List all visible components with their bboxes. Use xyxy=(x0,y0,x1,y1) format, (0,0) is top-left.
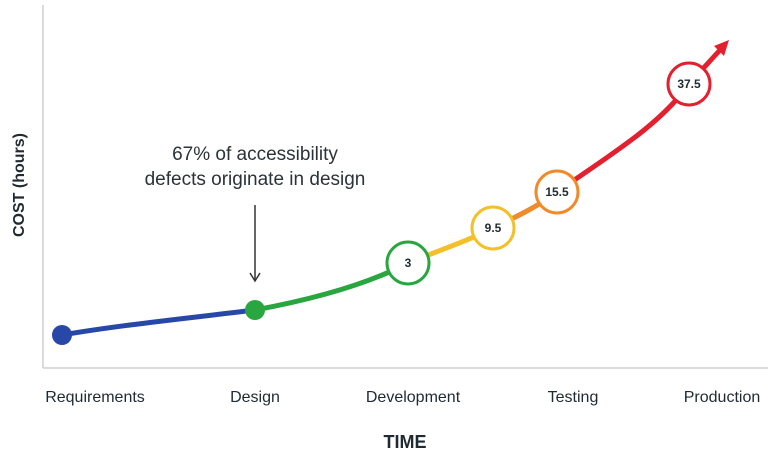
node-label: 15.5 xyxy=(545,185,569,199)
node-circle xyxy=(666,61,712,107)
x-axis-label: TIME xyxy=(384,432,427,451)
y-axis-label: COST (hours) xyxy=(11,133,28,237)
annotation: 67% of accessibility xyxy=(172,144,338,165)
annotation-arrowhead xyxy=(249,272,261,283)
start-dot xyxy=(52,325,72,345)
curve-segment xyxy=(252,260,411,313)
node-circle xyxy=(534,169,580,215)
stage-label: Production xyxy=(684,389,761,406)
node-label: 37.5 xyxy=(677,77,701,91)
design-dot xyxy=(245,300,265,320)
curve-arrowhead xyxy=(714,40,729,56)
node-circle xyxy=(385,240,431,286)
node-label: 3 xyxy=(405,256,412,270)
stage-label: Testing xyxy=(548,389,599,406)
node-circle xyxy=(470,205,516,251)
stage-label: Requirements xyxy=(45,389,145,406)
stage-label: Development xyxy=(366,389,461,406)
stage-label: Design xyxy=(230,389,280,406)
curve-segment xyxy=(59,307,258,338)
node-label: 9.5 xyxy=(485,221,502,235)
annotation: defects originate in design xyxy=(145,169,366,190)
